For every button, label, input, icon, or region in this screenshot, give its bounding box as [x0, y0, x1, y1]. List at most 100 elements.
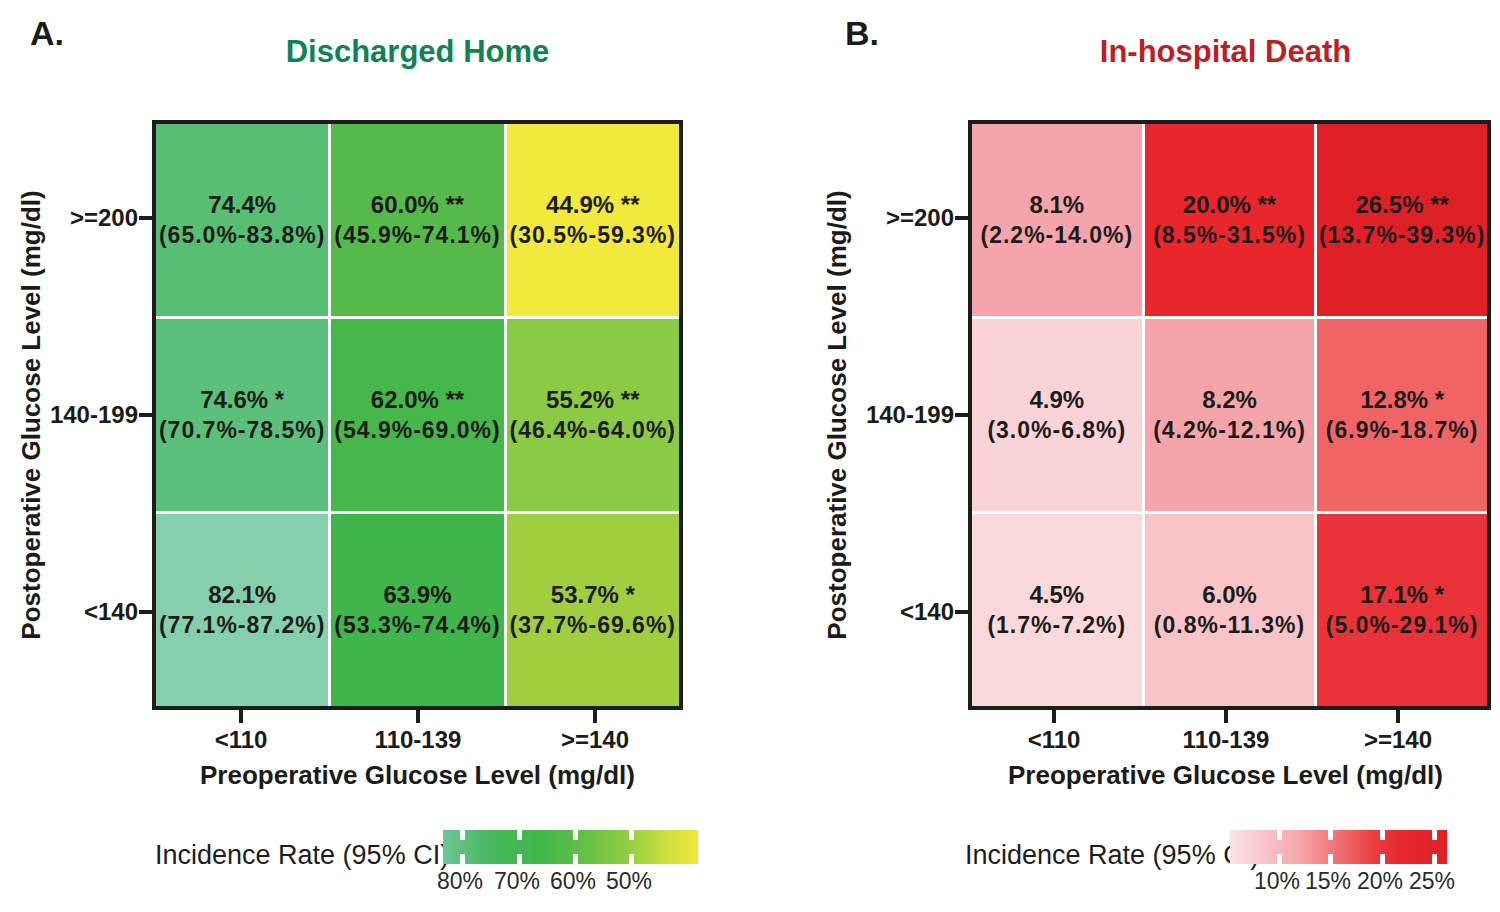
heatmap-cell-b-r1c2: 20.0% ** (8.5%-31.5%)	[1145, 124, 1315, 316]
cell-value: 4.5%	[1029, 581, 1084, 609]
heatmap-cell-a-r1c1: 74.4% (65.0%-83.8%)	[156, 124, 328, 316]
y-tick-label: 140-199	[8, 401, 138, 429]
cell-ci: (5.0%-29.1%)	[1326, 612, 1479, 639]
cell-ci: (54.9%-69.0%)	[334, 417, 500, 444]
heatmap-panel-a: 74.4% (65.0%-83.8%) 60.0% ** (45.9%-74.1…	[152, 120, 683, 710]
panel-b-x-axis-title: Preoperative Glucose Level (mg/dl)	[968, 760, 1483, 791]
cell-value: 20.0% **	[1183, 191, 1276, 219]
y-tick	[139, 216, 152, 220]
heatmap-cell-a-r2c3: 55.2% ** (46.4%-64.0%)	[507, 319, 679, 511]
y-tick-label: >=200	[824, 204, 954, 232]
y-tick-label: 140-199	[824, 401, 954, 429]
cell-ci: (13.7%-39.3%)	[1319, 222, 1485, 249]
colorbar-tick-label: 80%	[430, 868, 490, 895]
cell-value: 82.1%	[208, 581, 276, 609]
cell-value: 63.9%	[383, 581, 451, 609]
x-tick	[416, 710, 420, 723]
colorbar-tick-label: 50%	[599, 868, 659, 895]
heatmap-cell-b-r2c1: 4.9% (3.0%-6.8%)	[972, 319, 1142, 511]
x-tick-label: 110-139	[1156, 726, 1296, 754]
cell-value: 6.0%	[1202, 581, 1257, 609]
x-tick	[1052, 710, 1056, 723]
cell-value: 55.2% **	[546, 386, 639, 414]
heatmap-cell-a-r2c1: 74.6% * (70.7%-78.5%)	[156, 319, 328, 511]
cell-ci: (70.7%-78.5%)	[159, 417, 325, 444]
cell-ci: (6.9%-18.7%)	[1326, 417, 1479, 444]
cell-ci: (1.7%-7.2%)	[987, 612, 1126, 639]
colorbar-tick-label: 15%	[1298, 868, 1358, 895]
heatmap-cell-a-r3c1: 82.1% (77.1%-87.2%)	[156, 514, 328, 706]
y-tick	[139, 413, 152, 417]
y-tick-label: <140	[824, 598, 954, 626]
x-tick	[1224, 710, 1228, 723]
heatmap-cell-b-r1c1: 8.1% (2.2%-14.0%)	[972, 124, 1142, 316]
cell-ci: (65.0%-83.8%)	[159, 222, 325, 249]
heatmap-cell-b-r2c3: 12.8% * (6.9%-18.7%)	[1317, 319, 1487, 511]
colorbar-tick-label: 60%	[543, 868, 603, 895]
cell-ci: (2.2%-14.0%)	[981, 222, 1134, 249]
cell-ci: (3.0%-6.8%)	[987, 417, 1126, 444]
heatmap-cell-b-r3c1: 4.5% (1.7%-7.2%)	[972, 514, 1142, 706]
panel-a-x-axis-title: Preoperative Glucose Level (mg/dl)	[152, 760, 683, 791]
heatmap-cell-b-r1c3: 26.5% ** (13.7%-39.3%)	[1317, 124, 1487, 316]
panel-b-title: In-hospital Death	[968, 34, 1483, 70]
panel-a-letter: A.	[30, 14, 64, 53]
cell-value: 74.6% *	[200, 386, 284, 414]
cell-value: 17.1% *	[1360, 581, 1444, 609]
panel-a-title: Discharged Home	[152, 34, 683, 70]
cell-value: 8.2%	[1202, 386, 1257, 414]
heatmap-cell-a-r1c3: 44.9% ** (30.5%-59.3%)	[507, 124, 679, 316]
x-tick-label: <110	[984, 726, 1124, 754]
cell-value: 4.9%	[1029, 386, 1084, 414]
x-tick-label: <110	[171, 726, 311, 754]
y-tick	[139, 610, 152, 614]
cell-ci: (37.7%-69.6%)	[510, 612, 676, 639]
heatmap-cell-a-r3c2: 63.9% (53.3%-74.4%)	[331, 514, 503, 706]
heatmap-cell-a-r3c3: 53.7% * (37.7%-69.6%)	[507, 514, 679, 706]
x-tick	[593, 710, 597, 723]
cell-value: 62.0% **	[371, 386, 464, 414]
colorbar-tick	[629, 830, 634, 864]
y-tick	[955, 413, 968, 417]
heatmap-cell-b-r2c2: 8.2% (4.2%-12.1%)	[1145, 319, 1315, 511]
colorbar-tick	[1380, 830, 1385, 864]
panel-b-letter: B.	[845, 14, 879, 53]
colorbar-tick-label: 20%	[1350, 868, 1410, 895]
x-tick-label: >=140	[525, 726, 665, 754]
cell-value: 8.1%	[1029, 191, 1084, 219]
panel-a-legend-label: Incidence Rate (95% CI)	[155, 840, 449, 871]
colorbar-tick	[1277, 830, 1282, 864]
colorbar-tick	[573, 830, 578, 864]
cell-value: 60.0% **	[371, 191, 464, 219]
panel-b-legend-label: Incidence Rate (95% CI)	[965, 840, 1259, 871]
cell-ci: (77.1%-87.2%)	[159, 612, 325, 639]
y-tick	[955, 610, 968, 614]
colorbar-tick-label: 70%	[487, 868, 547, 895]
colorbar-tick-label: 25%	[1402, 868, 1462, 895]
colorbar-tick	[460, 830, 465, 864]
x-tick-label: >=140	[1328, 726, 1468, 754]
x-tick	[239, 710, 243, 723]
heatmap-cell-b-r3c2: 6.0% (0.8%-11.3%)	[1145, 514, 1315, 706]
y-tick	[955, 216, 968, 220]
x-tick-label: 110-139	[348, 726, 488, 754]
colorbar-tick	[1432, 830, 1437, 864]
cell-ci: (4.2%-12.1%)	[1153, 417, 1306, 444]
heatmap-cell-a-r1c2: 60.0% ** (45.9%-74.1%)	[331, 124, 503, 316]
cell-ci: (46.4%-64.0%)	[510, 417, 676, 444]
cell-ci: (0.8%-11.3%)	[1154, 612, 1305, 639]
x-tick	[1396, 710, 1400, 723]
cell-value: 74.4%	[208, 191, 276, 219]
cell-ci: (45.9%-74.1%)	[334, 222, 500, 249]
cell-ci: (53.3%-74.4%)	[334, 612, 500, 639]
cell-ci: (8.5%-31.5%)	[1153, 222, 1306, 249]
colorbar-tick	[517, 830, 522, 864]
colorbar-tick	[1328, 830, 1333, 864]
y-tick-label: <140	[8, 598, 138, 626]
figure-glucose-heatmaps: A. Discharged Home Postoperative Glucose…	[0, 0, 1500, 912]
cell-value: 12.8% *	[1360, 386, 1444, 414]
cell-value: 44.9% **	[546, 191, 639, 219]
panel-b-colorbar	[1230, 830, 1447, 864]
heatmap-cell-b-r3c3: 17.1% * (5.0%-29.1%)	[1317, 514, 1487, 706]
panel-a-colorbar	[443, 830, 698, 864]
